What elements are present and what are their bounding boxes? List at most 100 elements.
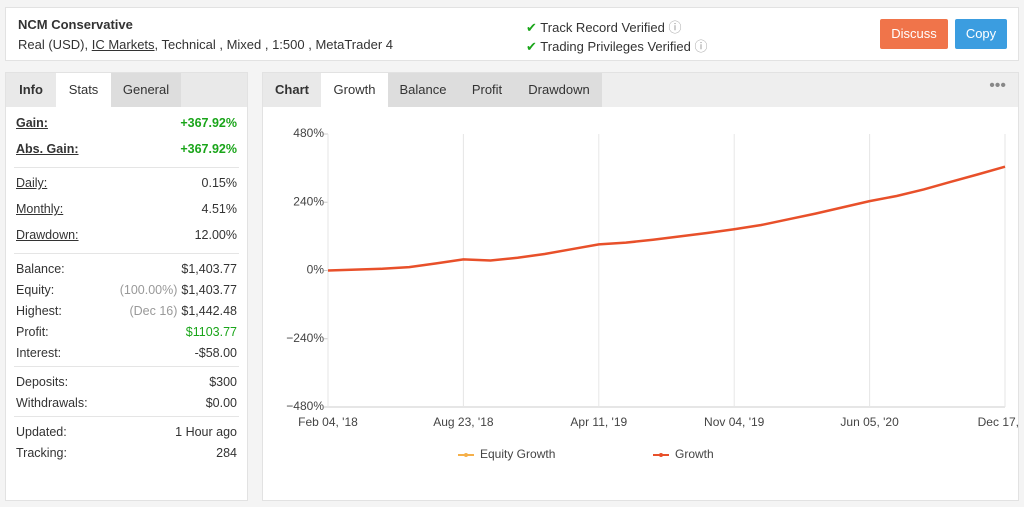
stat-value: 0.15%	[202, 173, 237, 193]
stat-label: Drawdown:	[16, 228, 79, 242]
stat-value: $300	[209, 372, 237, 392]
stat-row: Updated: 1 Hour ago	[16, 422, 237, 442]
stat-value-text: +367.92%	[180, 142, 237, 156]
subtitle-part: Real (USD),	[18, 37, 89, 52]
tab[interactable]: Profit	[458, 73, 516, 107]
stat-value: $1,403.77	[181, 259, 237, 279]
line-series	[327, 165, 1006, 272]
tab[interactable]: Drawdown	[516, 73, 602, 107]
tab[interactable]: Chart	[263, 73, 321, 107]
stat-value-text: $0.00	[205, 396, 237, 410]
stat-row: Abs. Gain: +367.92%	[16, 139, 237, 159]
legend-swatch	[659, 453, 663, 457]
stat-value: 1 Hour ago	[175, 422, 237, 442]
stat-label: Abs. Gain:	[16, 142, 79, 156]
subtitle: Real (USD), IC Markets, Technical , Mixe…	[18, 37, 393, 52]
verified-item: Track Record Verified	[540, 20, 665, 35]
legend-label: Equity Growth	[480, 447, 555, 461]
x-tick-label: Jun 05, '20	[840, 415, 899, 429]
y-tick-label: −480%	[286, 399, 324, 413]
subtitle-part: , Technical , Mixed , 1:500 , MetaTrader…	[154, 37, 393, 52]
stat-row: Equity: (100.00%) $1,403.77	[16, 280, 237, 300]
stat-label: Tracking:	[16, 446, 67, 460]
y-tick-label: 240%	[293, 194, 324, 208]
stat-value-text: 284	[216, 446, 237, 460]
title: NCM Conservative	[18, 17, 133, 32]
tab[interactable]: Stats	[56, 73, 111, 107]
stat-label: Gain:	[16, 116, 48, 130]
stat-value-text: 0.15%	[201, 176, 237, 190]
verified-item: Trading Privileges Verified	[540, 39, 691, 54]
stat-row: Tracking: 284	[16, 443, 237, 463]
stat-value: $1103.77	[186, 322, 237, 342]
x-tick-label: Dec 17, ...	[978, 415, 1018, 429]
stats-panel: Info Stats General Gain: +367.92% Abs. Gai…	[5, 72, 248, 501]
x-tick-label: Apr 11, '19	[570, 415, 627, 429]
line-series	[327, 165, 1006, 272]
legend-label: Growth	[675, 447, 714, 461]
broker-link[interactable]: IC Markets	[91, 37, 155, 52]
separator	[14, 416, 239, 417]
stat-value: 284	[216, 443, 237, 463]
stat-row: Balance: $1,403.77	[16, 259, 237, 279]
stat-value-text: $1,403.77	[181, 262, 237, 276]
stat-row: Deposits: $300	[16, 372, 237, 392]
separator	[14, 253, 239, 254]
copy-button[interactable]: Copy	[955, 19, 1007, 49]
stat-value-text: 4.51%	[201, 202, 237, 216]
discuss-button[interactable]: Discuss	[880, 19, 948, 49]
stat-value-text: $1,442.48	[181, 304, 237, 318]
x-tick-label: Feb 04, '18	[298, 415, 358, 429]
stat-value: 4.51%	[202, 199, 237, 219]
separator	[14, 167, 239, 168]
stat-value-text: +367.92%	[180, 116, 237, 130]
stat-label: Updated:	[16, 425, 67, 439]
y-tick-label: 480%	[293, 126, 324, 140]
stat-row: Gain: +367.92%	[16, 113, 237, 133]
stat-value-text: $1,403.77	[181, 283, 237, 297]
stat-label: Withdrawals:	[16, 396, 88, 410]
stat-row: Drawdown: 12.00%	[16, 225, 237, 245]
stat-label: Deposits:	[16, 375, 69, 389]
stat-label: Monthly:	[16, 202, 64, 216]
tab[interactable]: General	[111, 73, 181, 107]
stat-row: Daily: 0.15%	[16, 173, 237, 193]
separator	[14, 366, 239, 367]
stat-value-text: -$58.00	[194, 346, 237, 360]
stat-label: Equity:	[16, 283, 55, 297]
stat-row: Withdrawals: $0.00	[16, 393, 237, 413]
stat-label: Daily:	[16, 176, 48, 190]
stat-value: (100.00%) $1,403.77	[120, 280, 237, 300]
stat-label: Highest:	[16, 304, 62, 318]
stat-value: +367.92%	[180, 139, 237, 159]
y-tick-label: −240%	[286, 331, 324, 345]
x-tick-label: Aug 23, '18	[433, 415, 494, 429]
tab[interactable]: Info	[6, 73, 56, 107]
stat-value: $0.00	[206, 393, 237, 413]
stat-value-text: $1103.77	[185, 325, 237, 339]
stat-row: Interest: -$58.00	[16, 343, 237, 363]
stat-value: 12.00%	[195, 225, 237, 245]
legend-swatch	[464, 453, 468, 457]
stat-note: (100.00%)	[119, 283, 178, 297]
tab[interactable]: Growth	[321, 73, 388, 107]
chart: −480% −240% 0% 240% 480% Feb 04, '18 Aug 23, '…	[286, 126, 1018, 461]
stat-label: Balance:	[16, 262, 65, 276]
verified: ✔ Trading Privileges Verified ⓘ	[526, 39, 708, 54]
verified: ✔ Track Record Verified ⓘ	[526, 20, 682, 35]
stat-row: Monthly: 4.51%	[16, 199, 237, 219]
stat-label: Interest:	[16, 346, 62, 360]
stat-value: +367.92%	[180, 113, 237, 133]
stat-value-text: 12.00%	[194, 228, 237, 242]
x-tick-label: Nov 04, '19	[704, 415, 765, 429]
stat-value: -$58.00	[195, 343, 237, 363]
tab[interactable]: Balance	[388, 73, 458, 107]
menu[interactable]: •••	[989, 77, 1006, 94]
stat-row: Profit: $1103.77	[16, 322, 237, 342]
stat-label: Profit:	[16, 325, 49, 339]
stat-value-text: $300	[209, 375, 237, 389]
header: NCM Conservative Real (USD), IC Markets,…	[5, 7, 1019, 61]
stat-value-text: 1 Hour ago	[175, 425, 237, 439]
stat-note: (Dec 16)	[129, 304, 178, 318]
